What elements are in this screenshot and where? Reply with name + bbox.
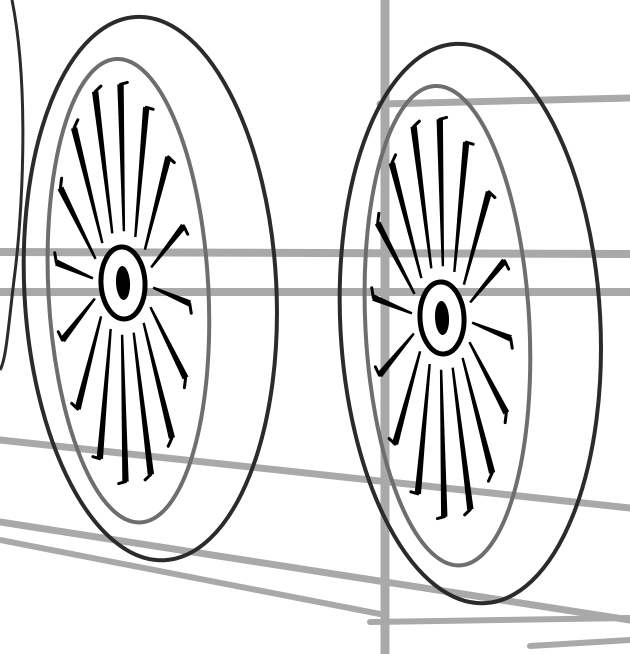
wheel-spoke xyxy=(436,119,445,267)
spoke-tip xyxy=(463,507,472,517)
wheel-rim xyxy=(362,84,533,568)
frame-base-beam-2 xyxy=(0,537,383,617)
spoke-tip xyxy=(58,176,64,190)
spoke-tip xyxy=(143,472,153,482)
wheel-spoke xyxy=(143,156,172,251)
frame-curve-left xyxy=(0,0,25,371)
hub-center xyxy=(115,266,131,300)
spoke-tip xyxy=(72,118,80,130)
wheel-spoke xyxy=(414,363,431,495)
spoke-tip xyxy=(435,515,446,521)
wheel-spoke xyxy=(70,127,104,244)
wheel-spoke xyxy=(374,221,416,295)
spoke-tip xyxy=(438,115,449,121)
wheel-spoke xyxy=(471,321,512,342)
frame-corner-line xyxy=(527,637,630,649)
spoke-tip xyxy=(182,224,190,236)
tire-outer xyxy=(21,14,279,563)
wheel-left xyxy=(21,14,279,563)
wheel-spoke xyxy=(462,191,493,286)
spoke-tip xyxy=(370,286,375,300)
spoke-tip xyxy=(118,80,129,86)
spoke-tip xyxy=(93,84,103,94)
spoke-tip xyxy=(53,251,58,265)
wheel-spoke xyxy=(149,306,189,380)
wheel-spoke xyxy=(453,141,470,273)
spoke-tip xyxy=(188,301,193,315)
wheel-spoke xyxy=(152,286,191,307)
wheel-spoke xyxy=(376,332,415,378)
wheel-right xyxy=(337,41,603,606)
wheel-spoke xyxy=(451,367,474,510)
spoke-tip xyxy=(487,190,497,200)
spoke-tip xyxy=(373,365,381,377)
wheel-spoke xyxy=(134,106,150,238)
frame-beam-top-right xyxy=(376,94,630,108)
wheel-spoke xyxy=(388,162,423,279)
spoke-tip xyxy=(486,471,494,483)
spoke-tip xyxy=(144,105,155,111)
wheel-rim xyxy=(45,57,212,525)
spoke-tip xyxy=(166,155,176,165)
wheel-spoke xyxy=(150,223,187,269)
spoke-tip xyxy=(390,153,398,165)
wheel-spoke xyxy=(59,297,96,343)
wheel-spoke xyxy=(461,357,496,474)
spoke-tip xyxy=(464,140,475,146)
frame-floor-beam xyxy=(0,436,630,512)
spoke-tip xyxy=(412,119,421,129)
hub-center xyxy=(434,301,450,335)
spoke-tip xyxy=(503,259,511,271)
frame-ground-line xyxy=(367,615,630,625)
spoke-tip xyxy=(509,336,514,350)
spoke-tip xyxy=(376,211,381,225)
wheel-spoke xyxy=(132,332,155,475)
spoke-tip xyxy=(182,376,188,390)
tire-outer xyxy=(337,41,603,606)
wheel-spoke xyxy=(142,322,176,439)
wheel-spoke xyxy=(74,315,103,410)
spoke-tip xyxy=(91,455,102,461)
frame-base-beam-1 xyxy=(0,518,630,624)
wheel-spoke xyxy=(57,186,97,260)
wheel-spoke xyxy=(96,328,112,460)
wheel-spoke xyxy=(410,126,433,269)
spoke-tip xyxy=(409,490,420,496)
wheel-spoke xyxy=(439,369,448,517)
wheel-spoke xyxy=(372,294,413,315)
spoke-tip xyxy=(503,411,508,425)
wheel-spoke xyxy=(120,334,129,482)
wheel-spoke xyxy=(91,91,114,234)
spoke-tip xyxy=(387,436,397,446)
wheel-spoke xyxy=(55,259,94,280)
wheel-spoke xyxy=(391,350,422,445)
spoke-tip xyxy=(56,330,64,342)
spoke-tip xyxy=(70,401,80,411)
spoke-tip xyxy=(166,436,174,448)
wheel-spoke xyxy=(469,258,508,304)
frame-axle-upper xyxy=(0,248,630,258)
wheel-spoke xyxy=(117,84,126,232)
wheel-spoke xyxy=(468,341,510,415)
spoke-tip xyxy=(117,480,128,486)
